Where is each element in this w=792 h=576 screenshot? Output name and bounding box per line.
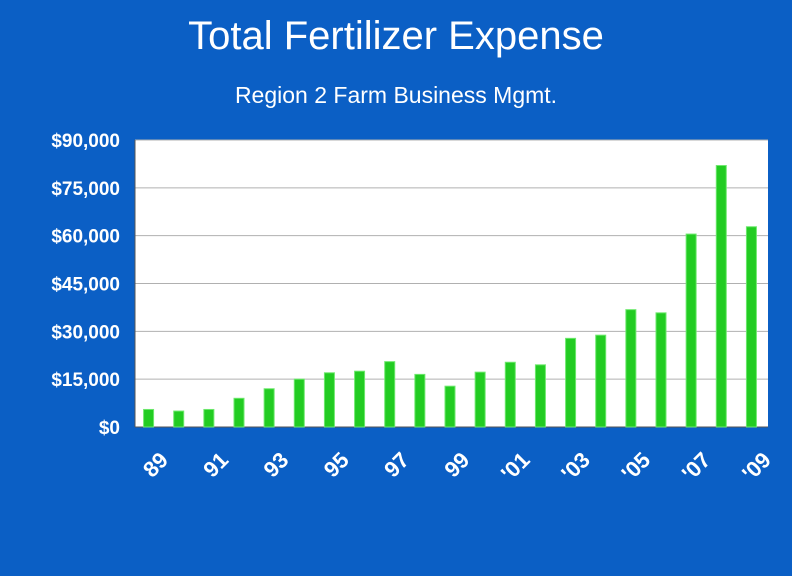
x-axis-ticks: 89 91 93 95 97 99 '01 '03 '05 '07 '09 xyxy=(138,447,776,486)
bar-'05 xyxy=(625,309,637,428)
bar-'07 xyxy=(685,233,697,428)
x-tick-label: 91 xyxy=(198,447,233,482)
bar-92 xyxy=(233,397,245,428)
bars xyxy=(143,165,757,428)
y-tick-label: $90,000 xyxy=(51,131,120,152)
bar-96 xyxy=(354,370,366,428)
y-tick-label: $75,000 xyxy=(51,179,120,200)
x-tick-label: 95 xyxy=(319,447,354,482)
y-tick-label: $15,000 xyxy=(51,370,120,391)
y-tick-label: $45,000 xyxy=(51,275,120,296)
bar-'01 xyxy=(504,361,516,428)
bar-'09 xyxy=(745,226,757,428)
y-axis-ticks: $0 $15,000 $30,000 $45,000 $60,000 $75,000 $90… xyxy=(51,131,120,439)
chart-title: Total Fertilizer Expense xyxy=(188,14,604,58)
x-tick-label: 89 xyxy=(138,447,173,482)
bar-89 xyxy=(143,408,155,428)
x-tick-label: 93 xyxy=(259,447,294,482)
x-tick-label: '01 xyxy=(496,447,535,486)
x-tick-label: '03 xyxy=(556,447,595,486)
y-tick-label: $30,000 xyxy=(51,322,120,343)
bar-91 xyxy=(203,408,215,428)
x-tick-label: 97 xyxy=(379,447,414,482)
x-tick-label: '09 xyxy=(737,447,776,486)
y-tick-label: $60,000 xyxy=(51,227,120,248)
bar-90 xyxy=(173,410,185,428)
bar-98 xyxy=(414,373,426,428)
bar-97 xyxy=(384,361,396,428)
bar-'08 xyxy=(715,165,727,428)
bar-'06 xyxy=(655,312,667,428)
x-tick-label: '05 xyxy=(617,447,656,486)
bar-94 xyxy=(293,378,305,428)
bar-'04 xyxy=(595,334,607,428)
bar-00 xyxy=(474,371,486,428)
chart-subtitle: Region 2 Farm Business Mgmt. xyxy=(234,82,558,108)
bar-99 xyxy=(444,385,456,428)
bar-95 xyxy=(323,372,335,428)
y-tick-label: $0 xyxy=(99,418,120,439)
bar-93 xyxy=(263,388,275,428)
x-tick-label: '07 xyxy=(677,447,716,486)
bar-'03 xyxy=(565,337,577,428)
bar-'02 xyxy=(534,364,546,428)
x-tick-label: 99 xyxy=(439,447,474,482)
